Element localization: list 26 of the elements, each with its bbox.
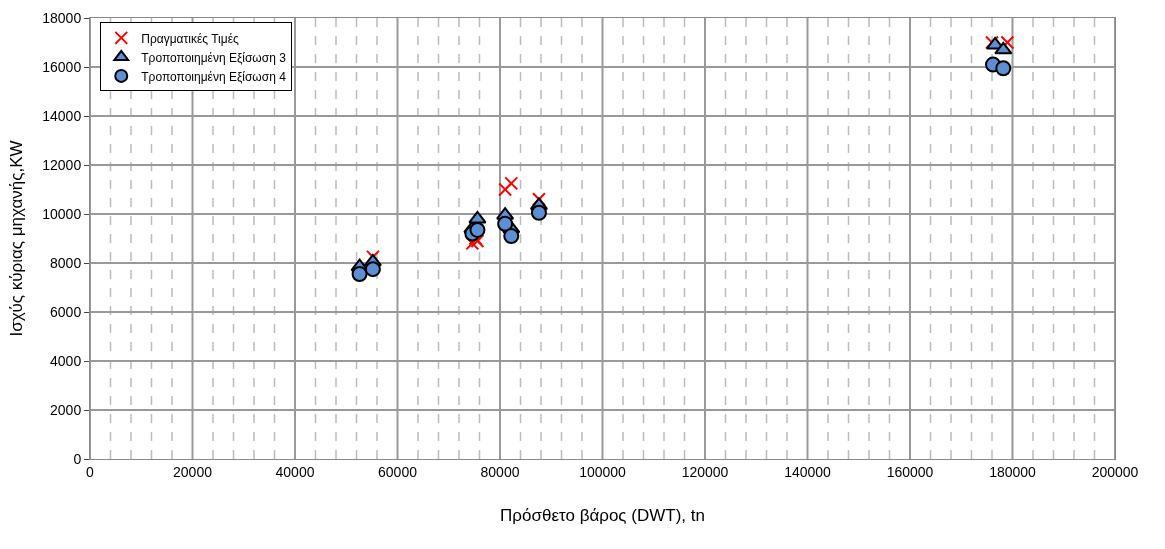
x-tick-label: 100000	[579, 463, 627, 480]
x-tick-label: 80000	[480, 463, 520, 480]
x-tick-label: 180000	[989, 463, 1037, 480]
legend-label: Πραγματικές Τιμές	[141, 31, 239, 46]
y-tick-label: 12000	[42, 156, 82, 173]
y-axis-title: Ισχύς κύριας μηχανής,KW	[6, 140, 26, 337]
y-tick-label: 0	[73, 450, 82, 467]
legend-label: Τροποποιημένη Εξίσωση 3	[141, 50, 287, 65]
y-tick-label: 4000	[50, 352, 82, 369]
y-tick-label: 16000	[42, 58, 82, 75]
x-tick-label: 160000	[886, 463, 934, 480]
x-axis-title: Πρόσθετο βάρος (DWT), tn	[500, 506, 705, 526]
x-tick-label: 20000	[173, 463, 213, 480]
y-tick-label: 18000	[42, 9, 82, 26]
y-tick-label: 14000	[42, 107, 82, 124]
y-tick-label: 10000	[42, 205, 82, 222]
legend-label: Τροποποιημένη Εξίσωση 4	[141, 69, 287, 84]
x-tick-label: 200000	[1091, 463, 1139, 480]
y-tick-label: 8000	[50, 254, 82, 271]
x-tick-label: 140000	[784, 463, 832, 480]
y-tick-label: 2000	[50, 401, 82, 418]
x-tick-label: 40000	[275, 463, 315, 480]
y-tick-label: 6000	[50, 303, 82, 320]
x-tick-label: 120000	[681, 463, 729, 480]
x-tick-label: 60000	[378, 463, 418, 480]
x-tick-label: 0	[86, 463, 95, 480]
